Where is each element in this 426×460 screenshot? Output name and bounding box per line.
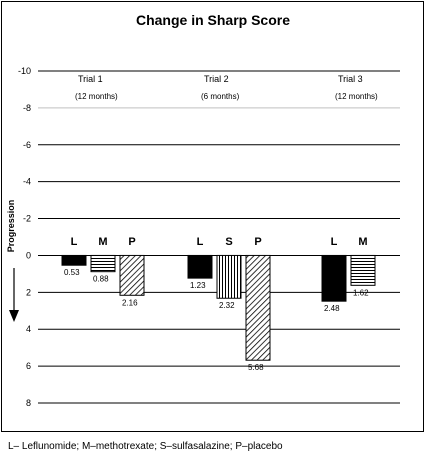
- data-label: 0.88: [93, 275, 109, 284]
- bar: [187, 254, 213, 279]
- y-tick-label: 4: [26, 324, 31, 334]
- group-subtitle: (6 months): [201, 92, 240, 101]
- data-label: 1.62: [353, 288, 369, 297]
- data-label: 2.48: [324, 304, 340, 313]
- bar-label: L: [197, 236, 204, 248]
- y-tick-label: 2: [26, 287, 31, 297]
- bar-label: P: [254, 236, 261, 248]
- group-title: Trial 3: [338, 74, 363, 84]
- bar-label: M: [98, 236, 107, 248]
- footnote: L– Leflunomide; M–methotrexate; S–sulfas…: [8, 441, 283, 452]
- bar: [61, 254, 87, 266]
- y-tick-label: 6: [26, 361, 31, 371]
- data-label: 1.23: [190, 281, 206, 290]
- y-tick-label: 0: [26, 250, 31, 260]
- data-label: 5.68: [248, 363, 264, 372]
- bar: [90, 254, 116, 273]
- progression-indicator: Progression: [6, 200, 19, 322]
- y-tick-label: -10: [18, 66, 31, 76]
- bar: [119, 254, 145, 296]
- down-arrow-icon: [9, 310, 19, 322]
- bar: [350, 254, 376, 286]
- group-title: Trial 1: [78, 74, 103, 84]
- y-tick-label: -2: [23, 214, 31, 224]
- y-axis-label: Progression: [6, 200, 16, 253]
- chart-frame: [1, 1, 424, 432]
- bar-label: L: [331, 236, 338, 248]
- data-label: 0.53: [64, 268, 80, 277]
- y-tick-label: -4: [23, 177, 31, 187]
- group-subtitle: (12 months): [75, 92, 118, 101]
- y-tick-label: -8: [23, 103, 31, 113]
- y-tick-label: -6: [23, 140, 31, 150]
- data-label: 2.32: [219, 301, 235, 310]
- group-subtitle: (12 months): [335, 92, 378, 101]
- bar: [245, 254, 271, 361]
- data-label: 2.16: [122, 298, 138, 307]
- bar: [321, 254, 347, 302]
- y-tick-label: 8: [26, 398, 31, 408]
- bar: [216, 254, 242, 299]
- bar-label: M: [358, 236, 367, 248]
- bar-label: P: [128, 236, 135, 248]
- chart-title: Change in Sharp Score: [135, 12, 291, 28]
- group-title: Trial 2: [204, 74, 229, 84]
- bar-label: L: [71, 236, 78, 248]
- bar-label: S: [225, 236, 232, 248]
